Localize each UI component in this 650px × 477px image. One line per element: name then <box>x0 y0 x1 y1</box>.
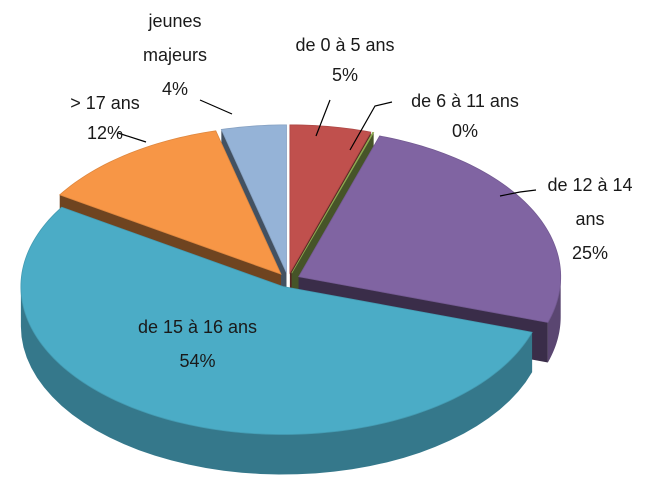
pie-slice <box>291 131 375 274</box>
category-label: de 0 à 5 ans <box>295 35 395 55</box>
pie-slice <box>220 124 287 274</box>
category-label: de 12 à 14 ans <box>547 175 633 229</box>
slice-label: jeunes majeurs 4% <box>130 4 220 106</box>
slice-label: de 0 à 5 ans 5% <box>265 30 425 90</box>
pie-slice <box>20 206 533 435</box>
category-label: de 6 à 11 ans <box>411 91 519 111</box>
leader-lines <box>117 99 537 197</box>
leader-line <box>315 99 331 137</box>
slice-wall <box>547 276 561 363</box>
slice-label: de 6 à 11 ans 0% <box>385 86 545 146</box>
leader-line <box>349 101 393 151</box>
slice-label: > 17 ans 12% <box>45 88 165 148</box>
category-label: jeunes majeurs <box>142 11 208 65</box>
pie-slice <box>58 130 282 275</box>
value-label: 5% <box>331 65 358 85</box>
slice-wall <box>20 286 533 475</box>
leader-line <box>199 99 233 115</box>
pie-slice <box>289 124 372 275</box>
slice-label: de 12 à 14 ans 25% <box>538 168 642 270</box>
leader-line <box>499 189 537 197</box>
slice-label: de 15 à 16 ans 54% <box>135 310 260 378</box>
value-label: 12% <box>86 123 124 143</box>
value-label: 54% <box>179 351 216 371</box>
pie-slice <box>298 135 562 323</box>
value-label: 0% <box>451 121 478 141</box>
category-label: > 17 ans <box>70 93 140 113</box>
value-label: 4% <box>161 79 188 99</box>
value-label: 25% <box>571 243 609 263</box>
leader-line <box>117 132 147 143</box>
slices <box>20 124 562 475</box>
category-label: de 15 à 16 ans <box>137 317 258 337</box>
